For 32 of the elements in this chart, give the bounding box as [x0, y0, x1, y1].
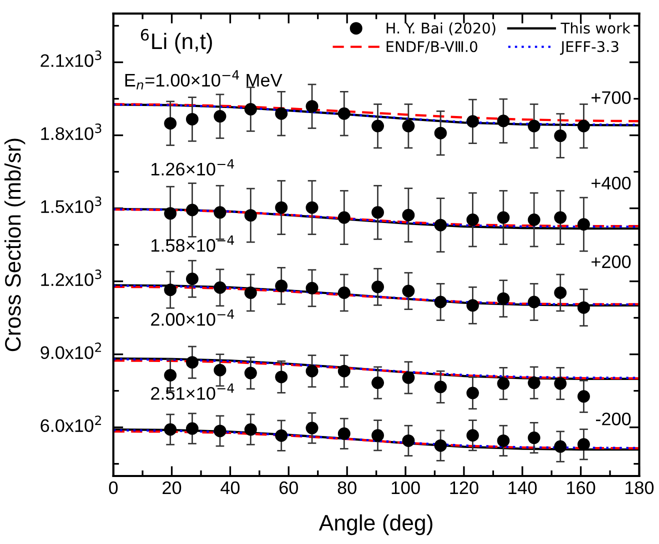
- x-tick-label: 80: [338, 481, 356, 494]
- annotation: 1.26×10$^{−4}$: [152, 159, 234, 176]
- annotation: -200: [596, 412, 631, 426]
- y-tick-label: 1.8x10$^{3}$: [41, 124, 102, 140]
- annotation: +400: [592, 176, 631, 190]
- annotation: $^{6}$Li (n,t): [140, 28, 212, 54]
- legend-label: JEFF-3.3: [560, 41, 618, 55]
- y-tick-label: 9.0x10$^{2}$: [40, 342, 101, 360]
- y-tick-label: 6.0x10$^{2}$: [40, 416, 101, 432]
- legend-label: H. Y. Bai (2020): [386, 22, 496, 36]
- y-tick-label: 2.1x10$^{3}$: [40, 50, 102, 67]
- legend-label: This work: [560, 22, 630, 34]
- x-tick-label: 140: [508, 481, 537, 494]
- annotation: 1.58×10$^{−4}$: [152, 236, 234, 252]
- x-tick-label: 20: [162, 481, 182, 494]
- annotation: E$_{n}$=1.00×10$^{−4}$ MeV: [125, 70, 282, 90]
- x-tick-label: 0: [109, 481, 118, 494]
- x-tick-label: 60: [280, 481, 298, 494]
- y-tick-label: 1.2x10$^{3}$: [41, 270, 102, 286]
- x-tick-label: 40: [220, 481, 240, 494]
- x-tick-label: 120: [450, 481, 478, 494]
- x-tick-label: 100: [392, 481, 420, 494]
- x-axis-title: Angle (deg): [318, 514, 432, 536]
- x-tick-label: 160: [567, 481, 596, 494]
- annotation: 2.00×10$^{−4}$: [151, 310, 234, 326]
- annotation: +700: [592, 91, 631, 104]
- legend-label: ENDF/B-VⅢ.0: [386, 41, 478, 54]
- y-axis-title: Cross Section (mb/sr): [4, 138, 26, 352]
- x-tick-label: 180: [626, 481, 654, 494]
- y-tick-label: 1.5x10$^{3}$: [41, 196, 102, 214]
- annotation: +200: [592, 255, 631, 268]
- annotation: 2.51×10$^{−4}$: [151, 384, 234, 400]
